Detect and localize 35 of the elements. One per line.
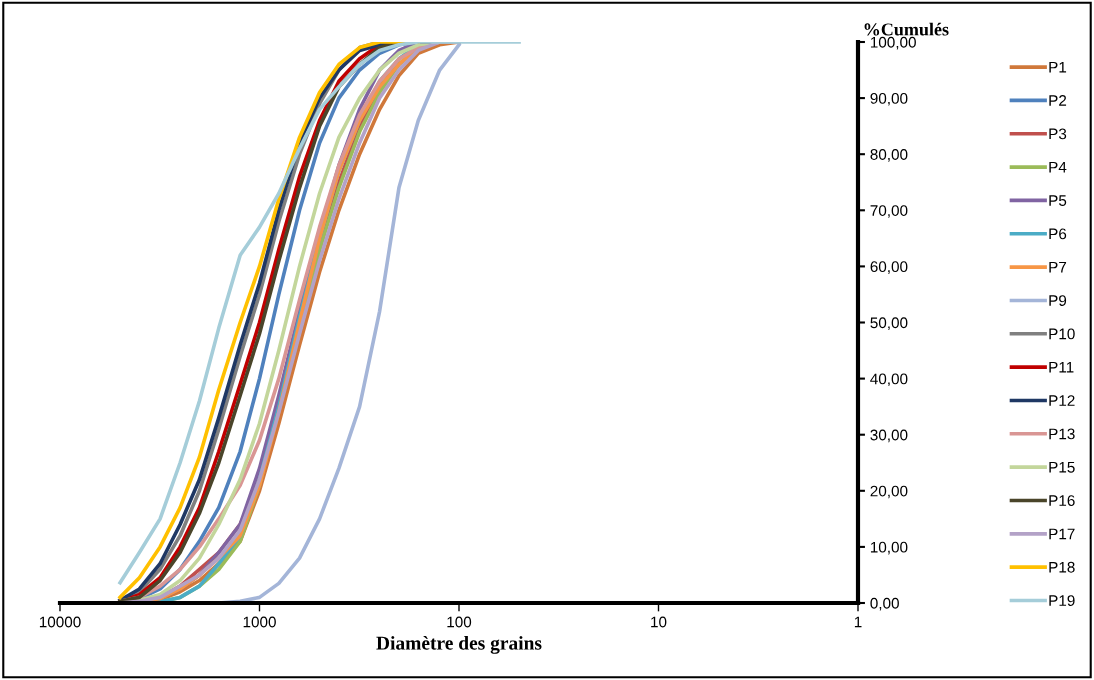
y-tick-label: 90,00 bbox=[870, 92, 908, 106]
y-tick-label: 80,00 bbox=[870, 149, 908, 162]
legend-label: P2 bbox=[1049, 95, 1067, 106]
legend-label: P3 bbox=[1049, 128, 1067, 140]
x-axis-title: Diamètre des grains bbox=[376, 635, 542, 654]
legend-label: P7 bbox=[1049, 261, 1067, 273]
y-axis-title: %Cumulés bbox=[864, 22, 949, 36]
legend-label: P18 bbox=[1049, 561, 1075, 573]
legend-label: P13 bbox=[1049, 428, 1075, 440]
legend-label: P17 bbox=[1049, 528, 1075, 540]
x-tick-label: 100 bbox=[447, 616, 472, 628]
y-tick-label: 0,00 bbox=[870, 597, 899, 611]
y-tick-label: 40,00 bbox=[870, 373, 908, 387]
legend-label: P19 bbox=[1049, 595, 1075, 606]
legend-label: P9 bbox=[1049, 295, 1067, 306]
x-tick-label: 10 bbox=[651, 616, 667, 628]
legend-label: P4 bbox=[1049, 161, 1067, 173]
legend-label: P6 bbox=[1049, 228, 1067, 240]
legend-label: P5 bbox=[1049, 195, 1067, 206]
y-tick-label: 60,00 bbox=[870, 261, 908, 274]
legend-label: P12 bbox=[1049, 395, 1075, 406]
legend-label: P15 bbox=[1049, 461, 1075, 473]
legend-label: P1 bbox=[1049, 61, 1067, 73]
x-tick-label: 10000 bbox=[39, 616, 81, 628]
legend-label: P16 bbox=[1049, 495, 1075, 506]
y-tick-label: 70,00 bbox=[870, 205, 908, 218]
y-tick-label: 30,00 bbox=[870, 429, 908, 443]
x-tick-label: 1000 bbox=[243, 616, 276, 628]
y-tick-label: 100,00 bbox=[870, 36, 916, 50]
y-tick-label: 10,00 bbox=[870, 541, 908, 555]
legend-label: P10 bbox=[1049, 328, 1075, 340]
y-tick-label: 20,00 bbox=[870, 485, 908, 499]
legend-label: P11 bbox=[1049, 361, 1074, 373]
x-tick-label: 1 bbox=[854, 616, 862, 628]
y-tick-label: 50,00 bbox=[870, 317, 908, 330]
